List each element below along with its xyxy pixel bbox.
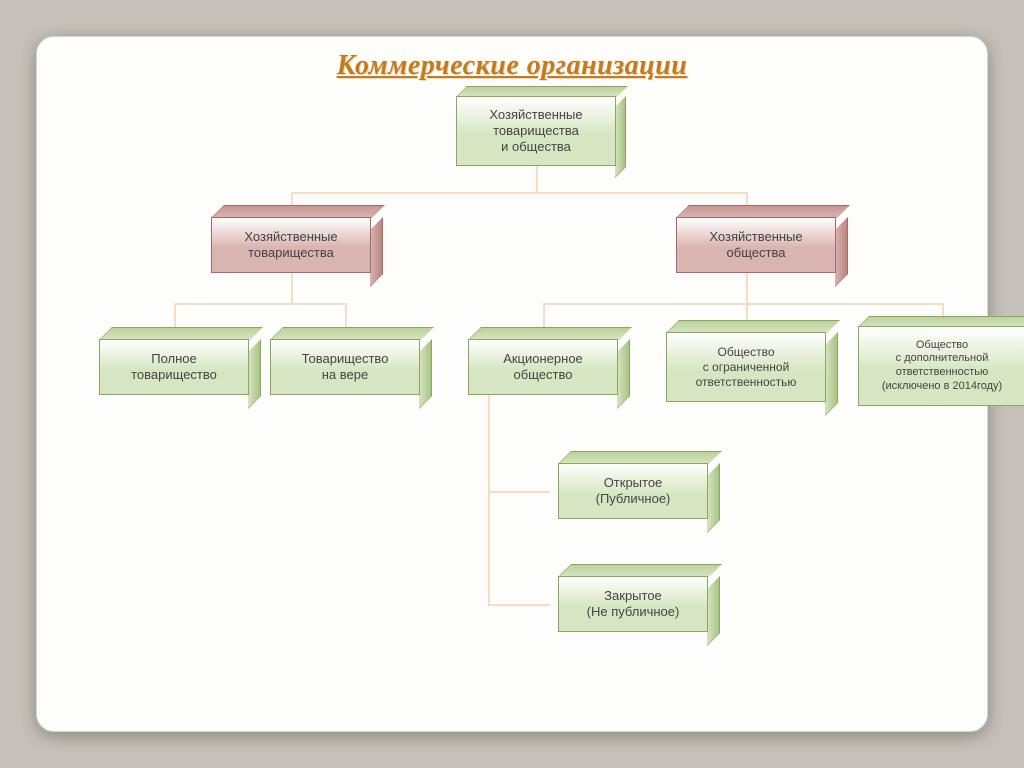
node-front: Закрытое (Не публичное) bbox=[558, 576, 708, 632]
node-front: Общество с дополнительной ответственност… bbox=[858, 326, 1024, 406]
node-front: Открытое (Публичное) bbox=[558, 463, 708, 519]
node-front: Полное товарищество bbox=[99, 339, 249, 395]
node-front: Хозяйственные товарищества bbox=[211, 217, 371, 273]
connector bbox=[291, 273, 293, 303]
node-label: Хозяйственные товарищества и общества bbox=[483, 107, 588, 156]
connector bbox=[488, 395, 490, 604]
node-hobs: Хозяйственные общества bbox=[676, 217, 836, 273]
node-label: Хозяйственные общества bbox=[703, 229, 808, 262]
node-front: Хозяйственные общества bbox=[676, 217, 836, 273]
node-odo: Общество с дополнительной ответственност… bbox=[858, 326, 1024, 406]
node-root: Хозяйственные товарищества и общества bbox=[456, 96, 616, 166]
node-poln: Полное товарищество bbox=[99, 339, 249, 395]
node-ao: Акционерное общество bbox=[468, 339, 618, 395]
connector bbox=[746, 273, 748, 303]
node-open: Открытое (Публичное) bbox=[558, 463, 708, 519]
node-ooo: Общество с ограниченной ответственностью bbox=[666, 332, 826, 402]
slide-panel: Коммерческие организации Хозяйственные т… bbox=[36, 36, 988, 732]
connector bbox=[174, 303, 345, 305]
node-vere: Товарищество на вере bbox=[270, 339, 420, 395]
connector bbox=[345, 303, 347, 329]
node-label: Товарищество на вере bbox=[296, 351, 395, 384]
node-label: Общество с ограниченной ответственностью bbox=[690, 345, 803, 390]
node-front: Акционерное общество bbox=[468, 339, 618, 395]
connector bbox=[291, 192, 746, 194]
node-label: Акционерное общество bbox=[497, 351, 589, 384]
node-front: Товарищество на вере bbox=[270, 339, 420, 395]
connector bbox=[488, 604, 550, 606]
connector bbox=[536, 166, 538, 192]
slide-title: Коммерческие организации bbox=[36, 50, 988, 82]
node-htov: Хозяйственные товарищества bbox=[211, 217, 371, 273]
node-label: Открытое (Публичное) bbox=[590, 475, 677, 508]
connector bbox=[174, 303, 176, 329]
node-front: Общество с ограниченной ответственностью bbox=[666, 332, 826, 402]
node-label: Закрытое (Не публичное) bbox=[581, 588, 686, 621]
node-label: Полное товарищество bbox=[125, 351, 223, 384]
node-label: Общество с дополнительной ответственност… bbox=[876, 339, 1008, 394]
connector bbox=[488, 491, 550, 493]
connector bbox=[543, 303, 942, 305]
connector bbox=[543, 303, 545, 329]
node-label: Хозяйственные товарищества bbox=[238, 229, 343, 262]
node-front: Хозяйственные товарищества и общества bbox=[456, 96, 616, 166]
node-close: Закрытое (Не публичное) bbox=[558, 576, 708, 632]
